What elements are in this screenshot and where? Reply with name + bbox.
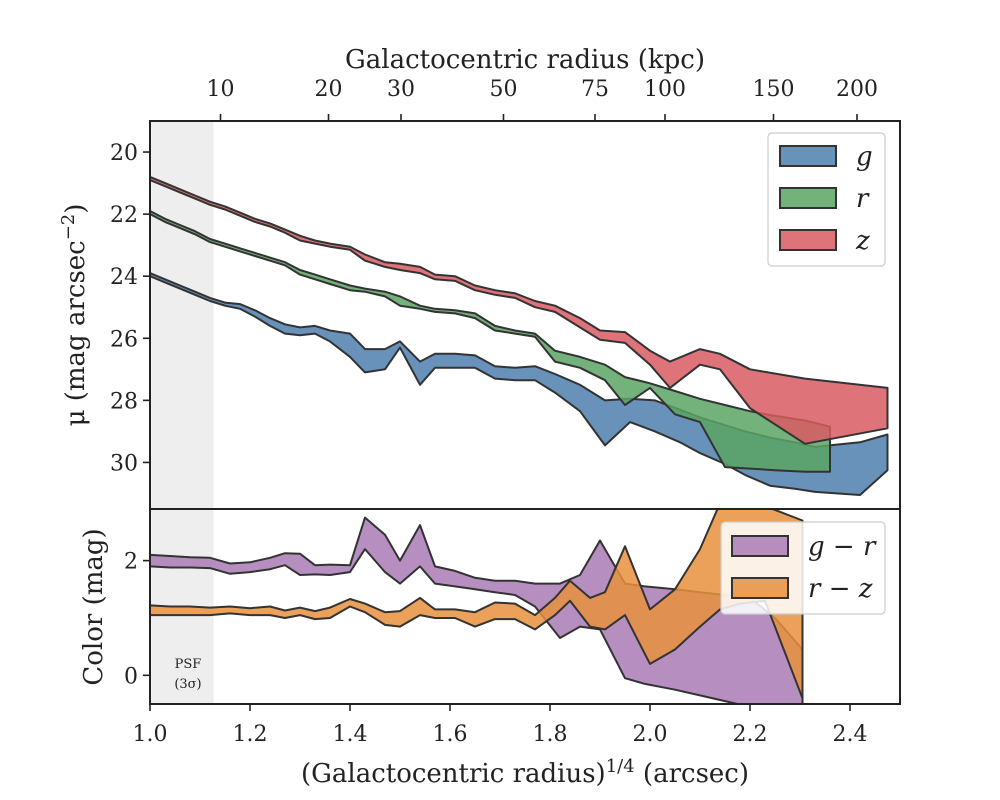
color-bands: [150, 509, 804, 704]
bottom-y-axis-title: Color (mag): [79, 528, 109, 685]
color-legend-swatch: [731, 577, 789, 599]
legend-top: grz: [767, 132, 886, 267]
surface-brightness-band-0: [150, 272, 889, 496]
bottom-x-tick-label: 1.4: [333, 722, 368, 747]
color-band-0: [150, 516, 804, 704]
color-legend-swatch: [731, 535, 789, 557]
top-y-axis: 20 22 24 26 28 30: [110, 141, 150, 476]
surface-brightness-legend-swatch: [779, 187, 837, 209]
surface-brightness-legend-swatch: [779, 229, 837, 251]
bottom-x-axis-title: (Galactocentric radius)1/4 (arcsec): [301, 756, 749, 789]
bottom-x-tick-label: 2.4: [833, 722, 868, 747]
top-x-tick-label: 30: [387, 77, 415, 102]
bottom-x-axis: 1.0 1.2 1.4 1.6 1.8 2.0 2.2 2.4: [133, 704, 868, 747]
bottom-x-tick-label: 1.8: [533, 722, 568, 747]
color-legend-label: g − r: [808, 532, 877, 562]
top-x-tick-label: 75: [581, 77, 609, 102]
bottom-y-axis: 02: [124, 550, 150, 689]
color-panel: 02 1.0 1.2 1.4 1.6 1.8 2.0 2.2 2.4 Color (mag) …: [79, 508, 901, 789]
psf-label-line1: PSF: [175, 657, 202, 672]
surface-brightness-band-2: [150, 175, 889, 445]
bottom-panel-frame: [149, 508, 901, 705]
psf-shade-top: [150, 121, 214, 509]
bottom-x-tick-label: 1.0: [133, 722, 168, 747]
top-x-tick-label: 20: [315, 77, 343, 102]
surface-brightness-band-1: [150, 210, 831, 473]
color-legend-label: r − z: [808, 574, 873, 604]
surface-brightness-panel: 20 22 24 26 28 30 10 20 30 50 75 100 150 200 Galacto…: [58, 45, 901, 510]
top-x-tick-label: 100: [644, 77, 686, 102]
top-x-tick-label: 50: [490, 77, 518, 102]
surface-brightness-legend-label: g: [856, 142, 873, 172]
top-x-axis-title: Galactocentric radius (kpc): [345, 45, 705, 75]
psf-label-line2: (3σ): [174, 677, 201, 692]
top-x-tick-label: 10: [207, 77, 235, 102]
top-y-tick-label: 20: [110, 141, 138, 166]
top-y-tick-label: 24: [110, 265, 138, 290]
bottom-x-tick-label: 1.6: [433, 722, 468, 747]
bottom-y-tick-label: 0: [124, 664, 138, 689]
bottom-x-tick-label: 1.2: [233, 722, 268, 747]
top-y-tick-label: 22: [110, 203, 138, 228]
bottom-y-tick-label: 2: [124, 550, 138, 575]
top-x-tick-label: 150: [753, 77, 795, 102]
legend-bottom: g − r r − z: [720, 521, 886, 615]
top-x-tick-label: 200: [836, 77, 878, 102]
surface-brightness-legend-label: r: [856, 184, 870, 214]
surface-brightness-legend-label: z: [855, 226, 870, 256]
top-y-tick-label: 30: [110, 451, 138, 476]
top-y-tick-label: 26: [110, 327, 138, 352]
top-y-tick-label: 28: [110, 389, 138, 414]
bottom-x-tick-label: 2.0: [633, 722, 668, 747]
bottom-x-tick-label: 2.2: [733, 722, 768, 747]
surface-brightness-bands: [150, 175, 889, 496]
top-y-axis-title: μ (mag arcsec−2): [58, 204, 91, 427]
surface-brightness-legend-swatch: [779, 145, 837, 167]
top-secondary-x-axis: 10 20 30 50 75 100 150 200: [207, 77, 878, 121]
